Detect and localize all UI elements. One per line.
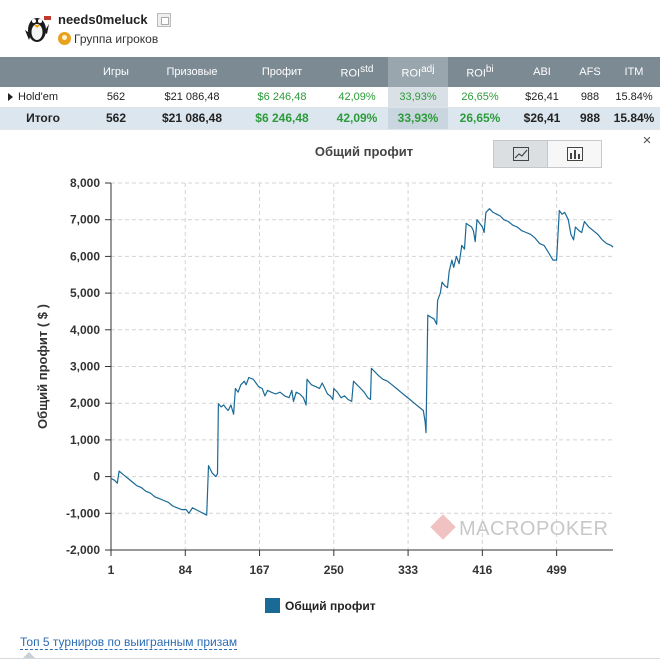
y-tick-label: 7,000 [70,213,100,227]
profit-series-line [110,208,614,516]
y-tick-label: 8,000 [70,176,100,190]
bar-view-button[interactable] [548,140,602,168]
cell-itm: 15.84% [608,87,660,108]
header-itm[interactable]: ITM [608,57,660,87]
cell-games: 562 [86,107,146,129]
cell-roi-bi: 26,65% [448,107,512,129]
x-tick-label: 499 [547,563,567,577]
x-tick-label: 167 [250,563,270,577]
y-tick-label: -1,000 [66,506,100,520]
close-icon[interactable]: × [642,132,652,149]
chart-title: Общий профит [314,144,414,159]
y-tick-label: 2,000 [70,396,100,410]
cell-itm: 15.84% [608,107,660,129]
username: needs0meluck [58,12,148,27]
chart-panel: -2,000 -1,000 0 1,000 2,000 3,000 4,000 5,000 6,… [0,129,660,666]
cell-abi: $26,41 [512,87,572,108]
cell-roi-bi: 26,65% [448,87,512,108]
legend-label: Общий профит [285,599,376,613]
cell-afs: 988 [572,87,608,108]
header-prizes[interactable]: Призовые [146,57,238,87]
expand-arrow-icon[interactable] [8,93,13,101]
header-name [0,57,86,87]
penguin-avatar-icon [25,16,51,42]
y-tick-label: 6,000 [70,249,100,263]
row-name-cell[interactable]: Hold'em [0,87,86,108]
cell-roi-adj: 33,93% [388,87,448,108]
cell-afs: 988 [572,107,608,129]
profit-chart: -2,000 -1,000 0 1,000 2,000 3,000 4,000 5,000 6,… [35,176,614,577]
header-afs[interactable]: AFS [572,57,608,87]
player-group-icon [58,32,71,45]
legend-swatch [265,598,280,613]
header-roi-std[interactable]: ROIstd [326,57,388,87]
x-tick-label: 1 [108,563,115,577]
header-games[interactable]: Игры [86,57,146,87]
cell-prizes: $21 086,48 [146,107,238,129]
cell-abi: $26,41 [512,107,572,129]
profile-header: needs0meluck Группа игроков [0,0,660,57]
player-group-label[interactable]: Группа игроков [74,32,159,46]
x-tick-label: 84 [179,563,193,577]
watermark-text: MACROPOKER [459,518,609,540]
copy-icon[interactable] [157,13,171,27]
cell-prizes: $21 086,48 [146,87,238,108]
table-row-total: Итого 562 $21 086,48 $6 246,48 42,09% 33… [0,107,660,129]
y-tick-label: 4,000 [70,323,100,337]
table-row-holdem[interactable]: Hold'em 562 $21 086,48 $6 246,48 42,09% … [0,87,660,108]
bottom-tab-marker [23,652,35,658]
cell-profit: $6 246,48 [238,87,326,108]
header-profit[interactable]: Профит [238,57,326,87]
bar-chart-icon [567,147,583,161]
cell-profit: $6 246,48 [238,107,326,129]
x-tick-label: 416 [472,563,492,577]
y-tick-label: -2,000 [66,543,100,557]
row-name-cell: Итого [0,107,86,129]
line-view-button[interactable] [493,140,548,168]
stats-table: Игры Призовые Профит ROIstd ROIadj ROIbi… [0,57,660,129]
x-tick-label: 333 [398,563,418,577]
cell-games: 562 [86,87,146,108]
top5-tournaments-link[interactable]: Топ 5 турниров по выигранным призам [20,635,238,650]
stats-header-row: Игры Призовые Профит ROIstd ROIadj ROIbi… [0,57,660,87]
header-roi-bi[interactable]: ROIbi [448,57,512,87]
bottom-divider [0,658,660,659]
header-roi-adj[interactable]: ROIadj [388,57,448,87]
header-abi[interactable]: ABI [512,57,572,87]
y-axis-label: Общий профит ( $ ) [35,304,50,429]
cell-roi-std: 42,09% [326,107,388,129]
y-tick-label: 3,000 [70,360,100,374]
line-chart-icon [513,147,529,161]
x-tick-label: 250 [324,563,344,577]
cell-roi-adj: 33,93% [388,107,448,129]
y-tick-label: 1,000 [70,433,100,447]
cell-roi-std: 42,09% [326,87,388,108]
y-tick-label: 5,000 [70,286,100,300]
y-tick-label: 0 [93,470,100,484]
